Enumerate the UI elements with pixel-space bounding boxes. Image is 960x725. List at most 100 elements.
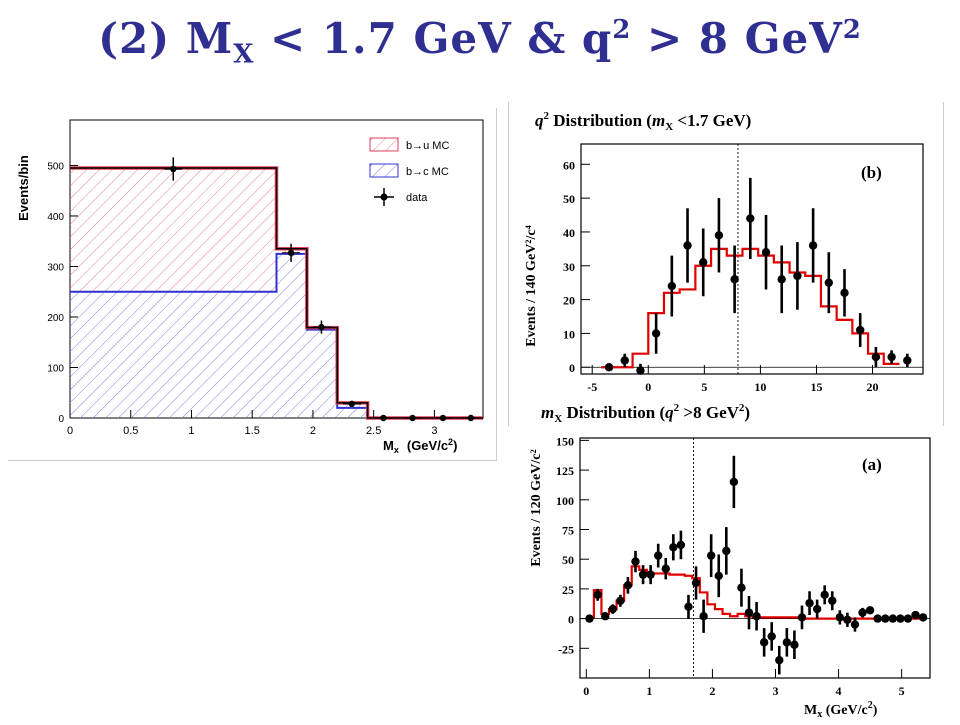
y-tick-label-3: 300	[47, 262, 64, 273]
x-tick-label-4: 2	[310, 425, 316, 437]
data-point-43	[911, 610, 920, 620]
data-point-12	[793, 242, 802, 310]
data-point-32	[828, 591, 837, 611]
y-tick-label-6: 125	[556, 464, 574, 478]
data-point-6	[433, 414, 452, 422]
data-point-1	[620, 353, 629, 368]
data-point-42	[903, 614, 913, 623]
data-point-25	[775, 645, 784, 675]
data-point-27	[790, 630, 799, 659]
y-tick-label-3: 50	[562, 553, 574, 567]
data-point-33	[835, 610, 845, 625]
data-point-18	[722, 527, 731, 575]
data-point-5	[623, 577, 633, 594]
y-tick-label-4: 40	[563, 226, 575, 240]
plot-frame	[579, 437, 931, 679]
data-point-3	[651, 313, 661, 354]
data-point-6	[631, 550, 640, 573]
data-point-19	[903, 353, 912, 368]
data-point-19	[729, 455, 739, 509]
x-tick-label-3: 10	[754, 380, 766, 394]
y-tick-label-3: 30	[563, 260, 575, 274]
data-point-5	[683, 208, 692, 283]
legend-label-bc: b→c MC	[406, 166, 449, 178]
slide-title: (2) MX < 1.7 GeV & q2 > 8 GeV2	[98, 14, 862, 70]
x-tick-label-5: 20	[867, 380, 879, 394]
x-tick-label-2: 1	[188, 425, 194, 437]
data-point-38	[873, 614, 882, 623]
y-tick-label-0: 0	[58, 414, 64, 425]
bar-bu-0	[70, 167, 277, 292]
chart-b-title: q2 Distribution (mX <1.7 GeV)	[535, 110, 751, 133]
data-point-5	[403, 414, 422, 422]
data-point-4	[667, 255, 677, 317]
y-tick-label-7: 150	[556, 434, 574, 448]
data-point-6	[699, 228, 708, 297]
chart-b-x-axis-title: mX Distribution (q2 >8 GeV2)	[541, 402, 750, 425]
data-point-8	[730, 245, 739, 314]
y-tick-label-2: 20	[563, 294, 575, 308]
y-tick-label-2: 25	[562, 583, 574, 597]
y-tick-label-2: 200	[47, 313, 64, 324]
data-point-34	[843, 612, 852, 627]
legend-data-marker	[374, 188, 394, 206]
x-tick-label-0: -5	[587, 380, 597, 394]
data-point-40	[888, 614, 897, 623]
mx-histogram-panel: Events/bin Mx (GeV/c2) b→u MC b→c MC data…	[8, 108, 497, 461]
x-tick-label-4: 15	[810, 380, 822, 394]
data-point-17	[714, 554, 723, 598]
data-point-29	[805, 591, 814, 616]
y-tick-label-4: 75	[562, 523, 574, 537]
svg-text:Mx(GeV/c2): Mx (GeV/c2)	[383, 437, 457, 455]
chart-a-panel-label: (a)	[862, 455, 882, 474]
x-tick-label-4: 4	[836, 684, 842, 698]
data-point-4	[616, 594, 625, 607]
y-tick-label-1: 100	[47, 363, 64, 374]
y-tick-label-4: 400	[47, 212, 64, 223]
data-point-7	[461, 414, 480, 422]
data-point-14	[691, 566, 701, 600]
x-tick-label-5: 2.5	[366, 425, 381, 437]
data-point-15	[699, 599, 708, 633]
data-point-3	[608, 604, 617, 614]
x-tick-label-6: 3	[431, 425, 437, 437]
y-tick-label-6: 60	[563, 158, 575, 172]
data-point-15	[840, 269, 849, 317]
y-tick-label-1: 10	[563, 327, 575, 341]
y-tick-label-0: -25	[558, 642, 574, 656]
data-point-3	[342, 400, 361, 408]
chart-a-x-axis-label: Mx (GeV/c2)	[804, 700, 878, 720]
bar-bc-1	[276, 253, 307, 418]
mx-histogram-chart: Events/bin Mx (GeV/c2) b→u MC b→c MC data…	[16, 119, 484, 455]
data-point-26	[782, 628, 792, 657]
data-point-16	[856, 313, 865, 347]
data-point-22	[752, 601, 761, 631]
legend: b→u MC b→c MC data	[369, 137, 449, 206]
data-point-39	[881, 614, 890, 623]
x-tick-label-5: 5	[899, 684, 905, 698]
data-point-2	[312, 320, 331, 334]
bar-bc-0	[70, 291, 277, 418]
legend-swatch-bc	[369, 163, 399, 178]
y-tick-label-1: 0	[568, 613, 574, 627]
data-point-7	[714, 198, 724, 273]
data-point-11	[669, 534, 678, 561]
data-point-0	[164, 157, 183, 181]
x-axis-label: Mx (GeV/c2)	[383, 437, 457, 455]
data-point-13	[808, 208, 818, 283]
data-point-41	[896, 614, 905, 623]
y-tick-label-5: 500	[47, 161, 64, 172]
data-point-13	[684, 594, 693, 619]
bar-bc-2	[306, 329, 338, 418]
data-point-35	[850, 617, 860, 632]
chart-b-y-axis-label: Events / 140 GeV²/c⁴	[524, 224, 539, 346]
data-point-21	[744, 596, 754, 630]
data-point-8	[646, 565, 655, 585]
data-point-14	[824, 252, 834, 314]
chart-a-y-axis-label: Events / 120 GeV/c²	[529, 449, 544, 566]
data-point-17	[871, 346, 881, 368]
data-point-18	[887, 350, 896, 364]
chart-b-panel-label: (b)	[861, 163, 882, 182]
q2-distribution-chart: q2 Distribution (mX <1.7 GeV) (b) Events…	[524, 110, 924, 425]
x-tick-label-1: 0	[645, 380, 651, 394]
